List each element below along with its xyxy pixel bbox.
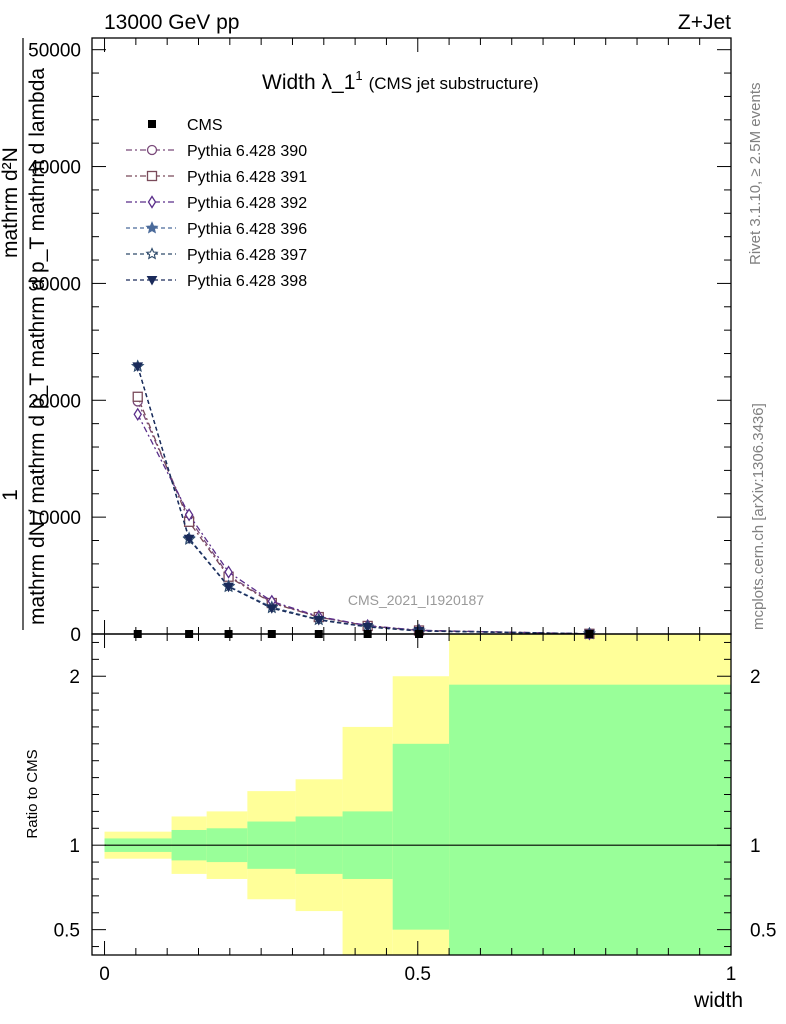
axis-ticks: 0 0.5 1 0 10000 20000 30000 40000 50000 0.5 0.5 1 1 2…	[28, 38, 776, 985]
legend-cms-marker	[148, 120, 156, 128]
ratio-uncertainty-bands	[104, 634, 731, 955]
legend-label-4: Pythia 6.428 397	[187, 247, 307, 264]
y-ratio-tick-label-left-0: 0.5	[54, 921, 80, 942]
chart-title-superscript: 1	[355, 68, 362, 83]
x-axis-label: width	[693, 989, 743, 1012]
series-5-point-2	[223, 582, 234, 593]
y-ratio-tick-label-right-1: 1	[750, 836, 761, 857]
mcplots-label: mcplots.cern.ch [arXiv:1306.3436]	[750, 403, 767, 630]
legend-cms-label: CMS	[187, 117, 223, 134]
series-5-point-5	[362, 622, 374, 633]
x-tick-label-2: 1	[726, 964, 737, 985]
legend-marker-4	[145, 247, 159, 260]
y-main-tick-label-5: 50000	[28, 41, 81, 62]
legend-marker-0	[146, 144, 158, 156]
x-tick-label-1: 0.5	[405, 964, 431, 985]
series-1-point-0	[132, 391, 143, 402]
y-ratio-tick-label-left-1: 1	[69, 836, 80, 857]
series-2-point-1	[184, 508, 194, 522]
legend-label-0: Pythia 6.428 390	[187, 143, 307, 160]
analysis-id-label: CMS_2021_I1920187	[348, 592, 484, 608]
series-line-5	[137, 366, 590, 635]
legend-marker-2	[147, 195, 157, 209]
y-ratio-tick-label-left-2: 2	[69, 667, 80, 688]
chart-title-main: Width λ_1	[262, 71, 355, 94]
legend-label-2: Pythia 6.428 392	[187, 195, 307, 212]
series-5-point-1	[183, 534, 195, 545]
legend-marker-3	[145, 221, 159, 234]
series-5-point-3	[266, 604, 278, 614]
series-5-point-4	[313, 615, 325, 626]
legend-label-3: Pythia 6.428 396	[187, 221, 307, 238]
process-label: Z+Jet	[678, 11, 731, 34]
legend: CMS Pythia 6.428 390 Pythia 6.428 391 Pythi…	[126, 117, 307, 290]
legend-label-1: Pythia 6.428 391	[187, 169, 307, 186]
y-main-tick-label-3: 30000	[28, 274, 81, 295]
y-ratio-tick-label-right-2: 2	[750, 667, 761, 688]
y-main-tick-label-2: 20000	[28, 391, 81, 412]
y-axis-label-top: 1	[0, 489, 22, 501]
legend-marker-5	[146, 276, 158, 286]
y-ratio-tick-label-right-0: 0.5	[750, 921, 776, 942]
chart-title: Width λ_11 (CMS jet substructure)	[262, 68, 539, 94]
legend-marker-1	[146, 170, 158, 182]
y-axis-label-numerator: mathrm d²N	[0, 147, 22, 258]
ratio-y-axis-label: Ratio to CMS	[24, 749, 41, 838]
legend-label-5: Pythia 6.428 398	[187, 273, 307, 290]
series-2-point-0	[133, 407, 143, 422]
ratio-band-green-6	[392, 743, 450, 930]
series-5-point-0	[132, 362, 144, 372]
y-main-tick-label-1: 10000	[28, 508, 81, 529]
rivet-version-label: Rivet 3.1.10, ≥ 2.5M events	[747, 83, 764, 266]
x-tick-label-0: 0	[99, 964, 110, 985]
chart-title-subtitle: (CMS jet substructure)	[369, 74, 539, 93]
y-main-tick-label-4: 40000	[28, 158, 81, 179]
series-2-point-2	[224, 565, 233, 579]
ratio-band-green-7	[449, 684, 731, 955]
energy-label: 13000 GeV pp	[104, 11, 239, 34]
y-axis-label-denominator: mathrm dN / mathrm d p_T mathrm d p_T ma…	[26, 68, 49, 625]
y-main-tick-label-0: 0	[70, 625, 81, 646]
